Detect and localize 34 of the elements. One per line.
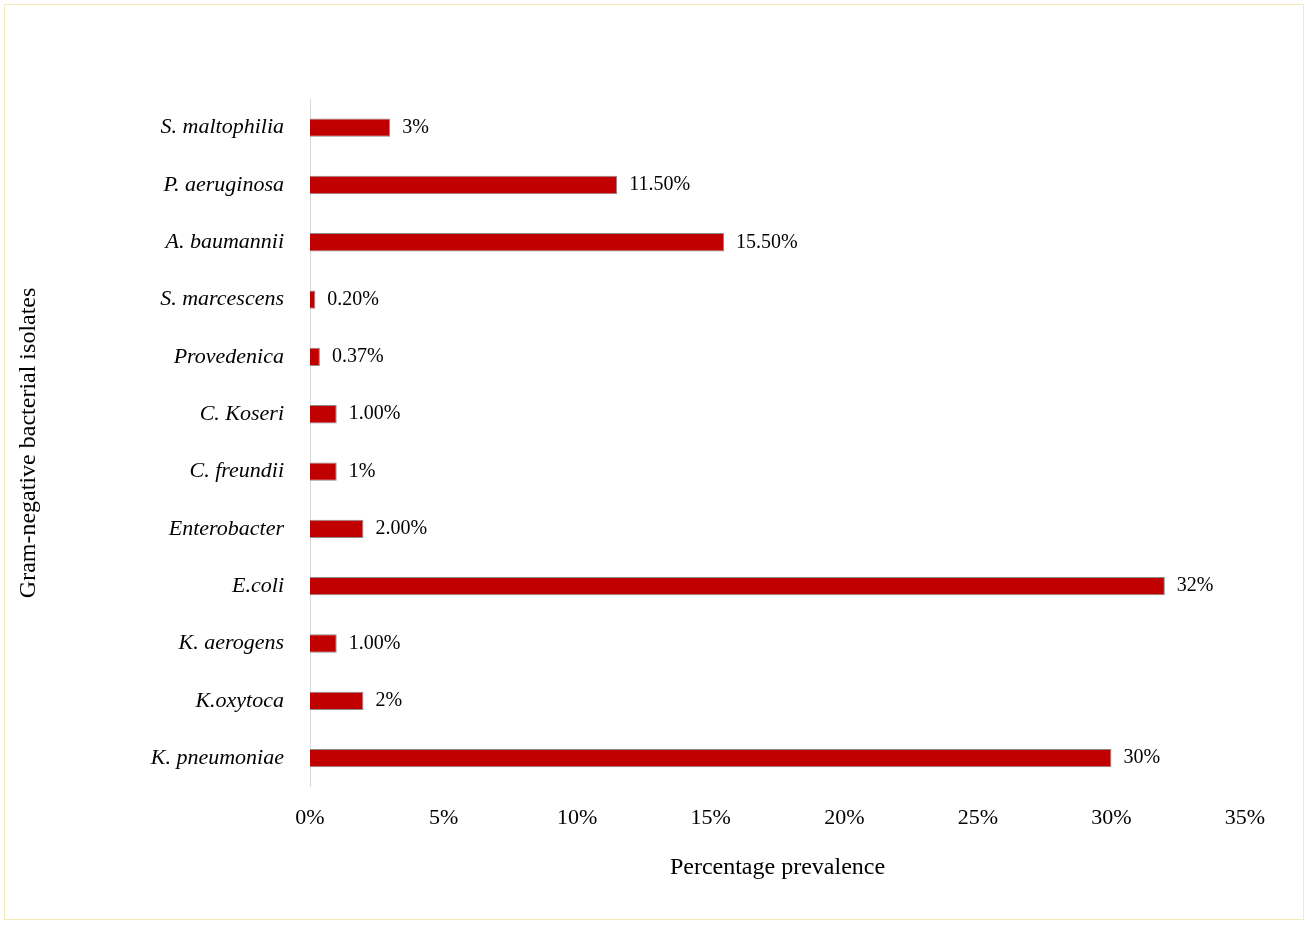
y-tick-label: Provedenica — [172, 342, 284, 368]
y-tick-label: E.coli — [231, 571, 284, 597]
data-label: 30% — [1123, 745, 1161, 768]
y-tick-label: K.oxytoca — [194, 686, 284, 712]
y-tick-label: A. baumannii — [163, 228, 284, 254]
data-label: 3% — [402, 114, 429, 137]
y-tick-label: S. maltophilia — [160, 113, 284, 139]
data-label: 2% — [375, 688, 403, 711]
x-tick-label: 0% — [295, 803, 325, 829]
x-tick-label: 20% — [824, 803, 865, 829]
y-tick-label: K. aerogens — [177, 629, 284, 655]
data-label: 2.00% — [375, 516, 428, 539]
data-label: 1% — [348, 458, 376, 481]
x-axis-title: Percentage prevalence — [669, 852, 886, 879]
x-tick-label: 35% — [1224, 803, 1266, 829]
data-label: 32% — [1176, 573, 1214, 596]
y-tick-label: S. marcescens — [160, 285, 284, 311]
data-label: 11.50% — [629, 172, 691, 195]
data-label: 1.00% — [348, 401, 401, 424]
y-tick-label: C. freundii — [189, 457, 284, 483]
data-label: 0.37% — [331, 344, 384, 367]
y-tick-label: C. Koseri — [199, 400, 284, 426]
y-tick-label: K. pneumoniae — [149, 743, 285, 769]
x-tick-label: 15% — [690, 803, 731, 829]
data-label: 15.50% — [736, 229, 798, 252]
x-tick-label: 10% — [556, 803, 598, 829]
y-tick-label: P. aeruginosa — [162, 170, 284, 196]
data-label: 1.00% — [348, 630, 401, 653]
data-label: 0.20% — [327, 286, 380, 309]
y-axis-title: Gram-negative bacterial isolates — [13, 287, 40, 599]
y-tick-label: Enterobacter — [167, 514, 285, 540]
x-tick-label: 30% — [1091, 803, 1132, 829]
x-tick-label: 5% — [428, 803, 459, 829]
x-tick-label: 25% — [957, 803, 999, 829]
